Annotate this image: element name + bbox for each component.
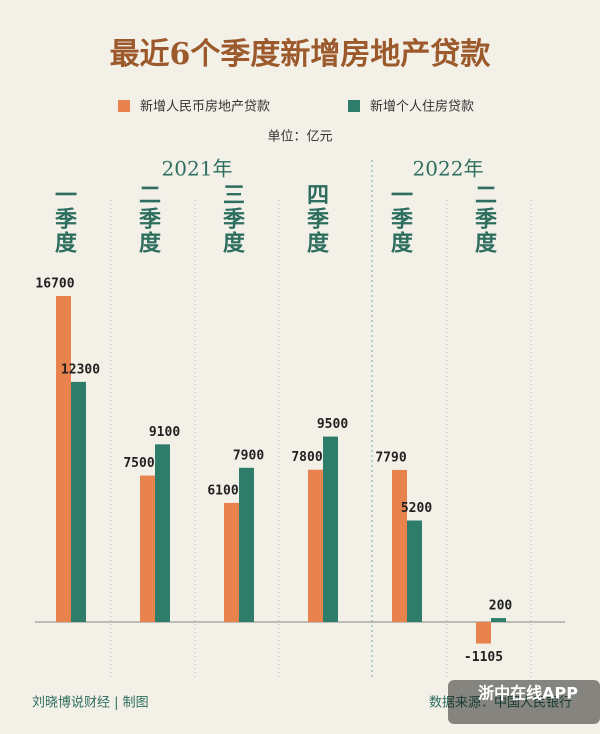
legend-swatch bbox=[118, 100, 130, 112]
value-label: -1105 bbox=[464, 650, 503, 665]
bar bbox=[392, 469, 407, 622]
category-label: 一季度 bbox=[387, 183, 413, 255]
watermark-box bbox=[448, 680, 600, 724]
value-label: 6100 bbox=[207, 483, 238, 498]
value-label: 16700 bbox=[35, 277, 74, 292]
bar bbox=[56, 296, 71, 622]
value-label: 9500 bbox=[317, 417, 348, 432]
category-label: 二季度 bbox=[471, 183, 497, 255]
bar bbox=[224, 502, 239, 622]
bar bbox=[323, 436, 338, 622]
value-label: 7500 bbox=[123, 456, 154, 471]
value-label: 9100 bbox=[149, 425, 180, 440]
year-label: 2021年 bbox=[162, 157, 233, 181]
category-label: 四季度 bbox=[303, 183, 329, 255]
category-label: 一季度 bbox=[51, 183, 77, 255]
value-label: 7790 bbox=[375, 450, 406, 465]
value-label: 7900 bbox=[233, 448, 264, 463]
watermark: 浙中在线APP bbox=[478, 684, 578, 703]
bar bbox=[476, 622, 491, 644]
bar bbox=[155, 444, 170, 622]
legend-label: 新增人民币房地产贷款 bbox=[140, 99, 270, 115]
value-label: 12300 bbox=[61, 362, 100, 377]
legend-swatch bbox=[348, 100, 360, 112]
source: 数据来源：中国人民银行 bbox=[429, 696, 572, 711]
value-label: 200 bbox=[489, 599, 513, 614]
value-label: 5200 bbox=[401, 501, 432, 516]
chart-title: 最近6个季度新增房地产贷款 bbox=[110, 37, 492, 72]
value-label: 7800 bbox=[291, 450, 322, 465]
bar bbox=[239, 467, 254, 622]
legend-label: 新增个人住房贷款 bbox=[370, 99, 474, 115]
unit-label: 单位：亿元 bbox=[267, 130, 332, 145]
bar bbox=[71, 381, 86, 622]
bar bbox=[308, 469, 323, 622]
bar bbox=[407, 520, 422, 622]
credit: 刘晓博说财经 | 制图 bbox=[32, 696, 149, 711]
category-label: 三季度 bbox=[219, 183, 245, 255]
bar bbox=[140, 475, 155, 622]
year-label: 2022年 bbox=[413, 157, 484, 181]
bar bbox=[491, 618, 506, 622]
category-label: 二季度 bbox=[135, 183, 161, 255]
